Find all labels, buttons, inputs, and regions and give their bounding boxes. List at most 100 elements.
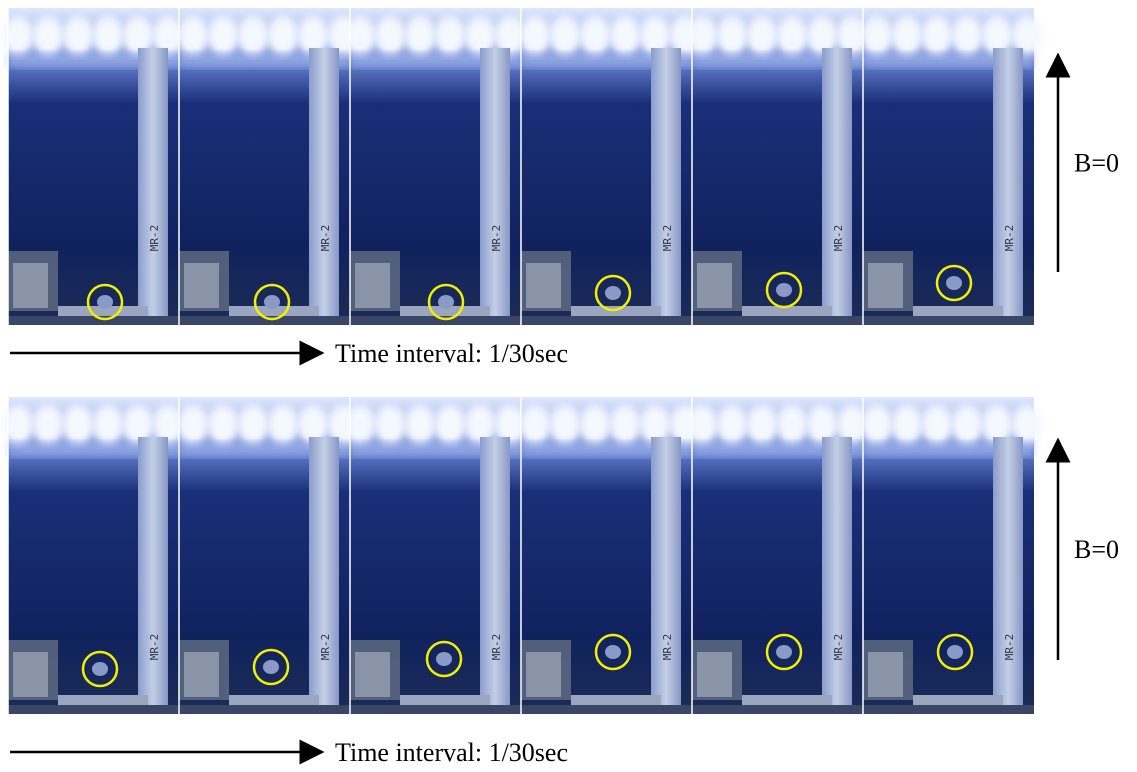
base-plate (400, 306, 490, 318)
rod-label: MR-2 (319, 225, 332, 252)
light-blob (686, 405, 718, 445)
rod (993, 48, 1023, 325)
base-plate (229, 306, 319, 318)
light-band (863, 441, 1034, 457)
light-blob (374, 16, 406, 56)
particle (947, 645, 963, 659)
light-blob (32, 16, 64, 56)
light-blob (891, 16, 923, 56)
light-blob (207, 16, 239, 56)
light-blob (716, 16, 748, 56)
light-band (350, 441, 521, 457)
tracking-circle (252, 648, 290, 686)
light-blob (404, 16, 436, 56)
light-blob (207, 405, 239, 445)
rod-label: MR-2 (148, 634, 161, 661)
light-blob (639, 16, 671, 56)
light-blob (62, 405, 94, 445)
particle (605, 645, 621, 659)
rod-label: MR-2 (661, 225, 674, 252)
particle (776, 283, 792, 297)
light-blob (32, 405, 64, 445)
light-blob (434, 405, 466, 445)
light-blob (836, 16, 868, 56)
base-block (13, 652, 48, 697)
light-blob (464, 405, 496, 445)
light-band (521, 441, 692, 457)
light-blob (92, 16, 124, 56)
time-label: Time interval: 1/30sec (335, 339, 568, 368)
rod-label: MR-2 (661, 634, 674, 661)
rod-label: MR-2 (490, 225, 503, 252)
rod-label: MR-2 (832, 634, 845, 661)
light-blob (891, 405, 923, 445)
light-blob (344, 16, 376, 56)
light-blob (1011, 405, 1043, 445)
particle (946, 276, 962, 290)
light-blob (1011, 16, 1043, 56)
time-label: Time interval: 1/30sec (335, 738, 568, 767)
light-blob (579, 405, 611, 445)
tracking-circle (81, 650, 119, 688)
light-blob (806, 16, 838, 56)
rod-label: MR-2 (1003, 634, 1016, 661)
light-blob (746, 405, 778, 445)
rod (651, 48, 681, 325)
light-blob (549, 405, 581, 445)
tracking-circle (86, 283, 124, 321)
light-band (863, 52, 1034, 68)
light-blob (344, 405, 376, 445)
light-blob (177, 16, 209, 56)
light-band (692, 441, 863, 457)
base-block (355, 652, 390, 697)
base-floor (521, 316, 692, 325)
base-block (184, 652, 219, 697)
light-blob (92, 405, 124, 445)
light-blob (861, 405, 893, 445)
rod-label: MR-2 (1003, 225, 1016, 252)
tracking-circle (425, 640, 463, 678)
base-floor (8, 705, 179, 714)
base-floor (863, 705, 1034, 714)
light-blob (177, 405, 209, 445)
base-plate (58, 306, 148, 318)
light-blob (549, 16, 581, 56)
light-blob (494, 16, 526, 56)
base-plate (58, 695, 148, 707)
video-frame: MR-2 (686, 397, 868, 714)
video-frame: MR-2 (177, 8, 359, 325)
light-blob (62, 16, 94, 56)
video-frame: MR-2 (344, 397, 526, 714)
light-blob (2, 16, 34, 56)
video-frame: MR-2 (2, 397, 184, 714)
tracking-circle (936, 633, 974, 671)
base-block (868, 652, 903, 697)
light-blob (297, 16, 329, 56)
light-blob (122, 16, 154, 56)
base-plate (742, 695, 832, 707)
light-blob (297, 405, 329, 445)
base-plate (400, 695, 490, 707)
rod (993, 437, 1023, 714)
light-blob (519, 16, 551, 56)
light-blob (836, 405, 868, 445)
base-plate (571, 306, 661, 318)
base-plate (229, 695, 319, 707)
rod (822, 437, 852, 714)
base-floor (350, 705, 521, 714)
tracking-circle (427, 283, 465, 321)
video-frame: MR-2 (2, 8, 184, 325)
base-plate (571, 695, 661, 707)
light-blob (2, 405, 34, 445)
light-blob (716, 405, 748, 445)
base-block (526, 652, 561, 697)
rod (309, 437, 339, 714)
rod (480, 437, 510, 714)
light-blob (981, 405, 1013, 445)
light-blob (267, 16, 299, 56)
light-blob (861, 16, 893, 56)
base-plate (913, 306, 1003, 318)
base-floor (692, 705, 863, 714)
light-band (8, 52, 179, 68)
